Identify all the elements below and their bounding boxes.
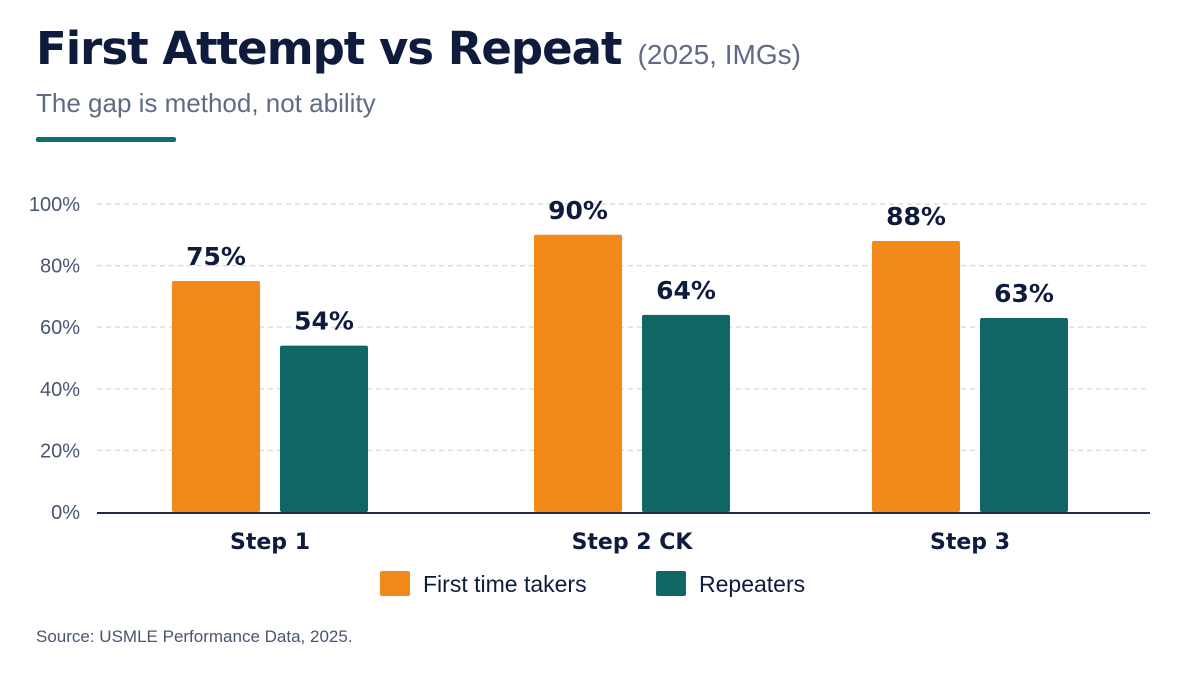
- legend-label: Repeaters: [699, 571, 805, 597]
- y-tick-label: 20%: [40, 440, 80, 462]
- bar-value-label: 90%: [548, 196, 608, 225]
- chart-title-row: First Attempt vs Repeat (2025, IMGs): [36, 22, 801, 75]
- bar-value-label: 75%: [186, 242, 246, 271]
- bar: [642, 314, 730, 512]
- y-tick-label: 0%: [51, 502, 80, 524]
- x-tick-label: Step 1: [230, 530, 310, 555]
- bar-value-label: 64%: [656, 276, 716, 305]
- y-tick-label: 80%: [40, 256, 80, 278]
- x-tick-label: Step 2 CK: [572, 530, 694, 555]
- legend-swatch: [380, 571, 410, 596]
- bar-value-label: 88%: [886, 202, 946, 231]
- bar: [980, 317, 1068, 512]
- y-tick-label: 100%: [29, 194, 80, 216]
- bar: [534, 234, 622, 513]
- y-tick-label: 40%: [40, 379, 80, 401]
- bar-value-label: 63%: [994, 279, 1054, 308]
- source-note: Source: USMLE Performance Data, 2025.: [36, 627, 353, 646]
- bar: [172, 281, 260, 512]
- bar: [872, 240, 960, 512]
- x-tick-label: Step 3: [930, 530, 1010, 555]
- y-tick-label: 60%: [40, 317, 80, 339]
- chart-subtitle: The gap is method, not ability: [36, 88, 376, 118]
- legend-swatch: [656, 571, 686, 596]
- title-accent-rule: [36, 137, 176, 142]
- bar: [280, 345, 368, 512]
- chart-title-note: (2025, IMGs): [637, 39, 801, 70]
- chart-title: First Attempt vs Repeat: [36, 22, 623, 75]
- bar-value-label: 54%: [294, 307, 354, 336]
- legend-label: First time takers: [423, 571, 587, 597]
